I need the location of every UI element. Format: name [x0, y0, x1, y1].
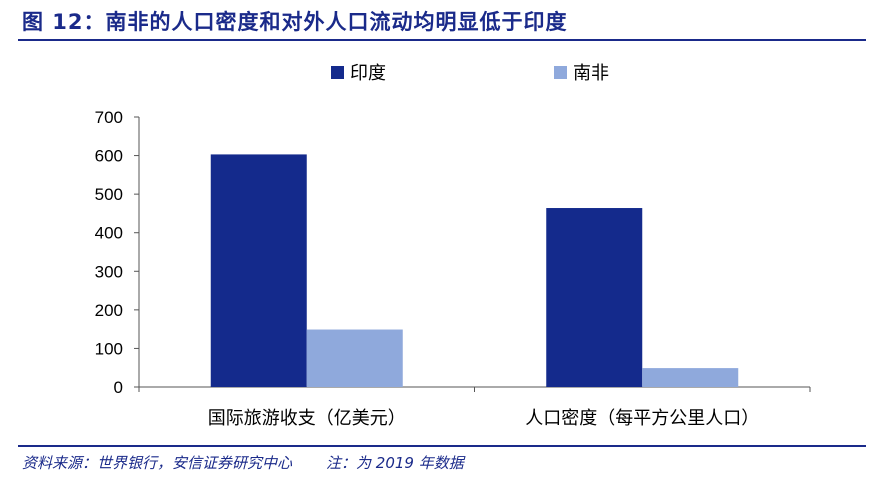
y-tick-label: 200	[95, 301, 123, 320]
y-tick-label: 300	[95, 262, 123, 281]
bar-south-africa-1	[642, 368, 739, 387]
legend-swatch-india	[331, 66, 344, 79]
legend-label-india: 印度	[350, 63, 386, 84]
chart-legend: 印度 南非	[331, 63, 609, 84]
figure-title: 图 12：南非的人口密度和对外人口流动均明显低于印度	[22, 10, 568, 34]
footer-divider	[18, 445, 866, 447]
source-text: 资料来源：世界银行，安信证券研究中心	[22, 454, 293, 472]
bar-india-1	[546, 208, 643, 387]
y-tick-label: 500	[95, 185, 123, 204]
y-tick-label: 600	[95, 147, 123, 166]
data-year-note: 注：为 2019 年数据	[326, 454, 464, 472]
chart-labels: 国际旅游收支（亿美元） 人口密度（每平方公里人口）	[208, 408, 760, 429]
y-tick-label: 400	[95, 224, 123, 243]
chart-bars	[210, 154, 739, 387]
y-tick-label: 100	[95, 339, 123, 358]
bar-chart: 印度 南非 0 100 200 300 400 500 600 700 国际旅游收支（亿美元）…	[95, 63, 811, 429]
y-tick-label: 700	[95, 108, 123, 127]
bar-india-0	[210, 154, 307, 387]
x-category-label: 人口密度（每平方公里人口）	[525, 408, 759, 429]
bar-south-africa-0	[306, 329, 403, 387]
y-tick-label: 0	[114, 378, 123, 397]
title-divider	[18, 39, 866, 41]
source-note: 资料来源：世界银行，安信证券研究中心 注：为 2019 年数据	[22, 452, 464, 473]
legend-swatch-south-africa	[554, 66, 567, 79]
legend-label-south-africa: 南非	[573, 63, 609, 84]
chart-axes: 0 100 200 300 400 500 600 700	[95, 108, 811, 397]
x-category-label: 国际旅游收支（亿美元）	[208, 408, 406, 429]
